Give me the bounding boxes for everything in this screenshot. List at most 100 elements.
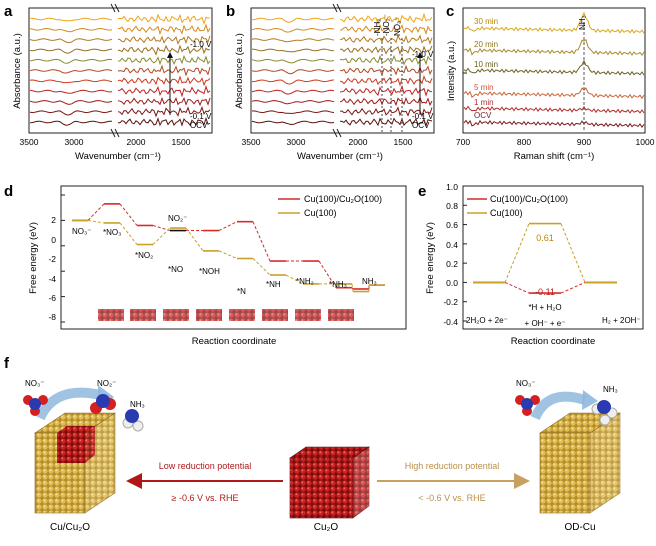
d-connector-1-3 bbox=[185, 227, 204, 252]
a-tick-3000: 3000 bbox=[65, 137, 84, 147]
b-tick-3000: 3000 bbox=[287, 137, 306, 147]
d-connector-1-1 bbox=[119, 222, 138, 245]
od-cu-cube bbox=[539, 412, 621, 514]
d-lbl-no3: NO₃⁻ bbox=[72, 227, 91, 236]
spectraB-trace bbox=[251, 23, 433, 35]
e-ytick-m0.4: -0.4 bbox=[443, 317, 458, 327]
f-no3-left: NO₃⁻ bbox=[25, 379, 44, 388]
raman-trace bbox=[463, 105, 645, 114]
f-nh3-left: NH₃ bbox=[130, 400, 145, 409]
c-trace-ocv: OCV bbox=[474, 111, 492, 120]
e-connector-0-0 bbox=[504, 281, 530, 294]
e-lbl-mid2: + OH⁻ + e⁻ bbox=[525, 319, 566, 328]
e-connector-1-0 bbox=[504, 223, 530, 283]
d-connector-1-2 bbox=[152, 227, 171, 245]
c-trace-20min: 20 min bbox=[474, 40, 498, 49]
spectraA-trace bbox=[29, 35, 211, 45]
spectraB-trace bbox=[251, 75, 433, 87]
f-left-curve-arrow bbox=[35, 387, 102, 421]
e-ytick-1.0: 1.0 bbox=[446, 182, 458, 192]
b-peak-no2: -NO₂⁻ bbox=[382, 14, 391, 36]
nh3-molecule-right bbox=[591, 400, 618, 426]
panel-a-plot bbox=[28, 3, 213, 138]
spectraB-trace bbox=[251, 84, 433, 97]
e-ytick-0.0: 0.0 bbox=[446, 278, 458, 288]
d-model-7 bbox=[295, 309, 321, 321]
raman-trace bbox=[463, 119, 645, 128]
c-trace-5min: 5 min bbox=[474, 83, 494, 92]
d-ytick-2: 2 bbox=[51, 215, 56, 225]
f-no3-right: NO₃⁻ bbox=[516, 379, 535, 388]
raman-trace bbox=[463, 87, 645, 100]
d-model-5 bbox=[229, 309, 255, 321]
f-right-curve-arrowhead bbox=[582, 390, 598, 410]
d-model-2 bbox=[130, 309, 156, 321]
panel-a-letter: a bbox=[4, 3, 13, 20]
panel-d-letter: d bbox=[4, 183, 13, 200]
d-connector-0-4 bbox=[218, 221, 238, 232]
d-xlabel: Reaction coordinate bbox=[192, 336, 277, 347]
c-peak-nh3: NH₃ bbox=[578, 15, 587, 30]
d-ytick-m8: -8 bbox=[48, 312, 56, 322]
raman-trace bbox=[463, 59, 645, 76]
no2-molecule bbox=[90, 394, 116, 414]
b-tick-3500: 3500 bbox=[242, 137, 261, 147]
spectraA-trace bbox=[29, 105, 211, 118]
f-low-range: ≥ -0.6 V vs. RHE bbox=[172, 493, 239, 503]
panel-c-plot bbox=[462, 7, 646, 134]
b-peak-no3: NO₃⁻ bbox=[393, 17, 402, 36]
e-ytick-0.6: 0.6 bbox=[446, 220, 458, 230]
c-trace-10min: 10 min bbox=[474, 60, 498, 69]
f-center-name: Cu₂O bbox=[314, 522, 339, 533]
panel-d-plot bbox=[60, 185, 407, 330]
d-model-1 bbox=[98, 309, 124, 321]
e-connector-0-1 bbox=[560, 281, 586, 294]
spectraB-trace bbox=[251, 12, 433, 25]
b-ylabel: Absorbance (a.u.) bbox=[234, 33, 245, 109]
a-tick-3500: 3500 bbox=[20, 137, 39, 147]
e-legend-red: Cu(100)/Cu₂O(100) bbox=[490, 194, 568, 204]
nh3-molecule-left bbox=[122, 409, 144, 432]
spectraA-trace bbox=[29, 44, 211, 56]
spectraA-trace bbox=[29, 116, 211, 127]
d-lbl-no3s: *NO₃ bbox=[103, 228, 121, 237]
d-legend-gold: Cu(100) bbox=[304, 208, 337, 218]
d-connector-1-0 bbox=[87, 219, 105, 224]
spectraB-trace bbox=[251, 45, 433, 56]
d-connector-1-8 bbox=[351, 283, 354, 292]
e-ytick-0.4: 0.4 bbox=[446, 240, 458, 250]
c-trace-30min: 30 min bbox=[474, 17, 498, 26]
spectraA-trace bbox=[29, 85, 211, 98]
d-lbl-nhs: *NH bbox=[266, 280, 281, 289]
d-connector-1-5 bbox=[252, 258, 271, 276]
d-connector-0-7 bbox=[318, 260, 337, 288]
b-tick-2000: 2000 bbox=[349, 137, 368, 147]
no3-molecule-left bbox=[23, 395, 48, 416]
c-tick-700: 700 bbox=[456, 137, 470, 147]
c-ylabel: Intensity (a.u.) bbox=[446, 41, 457, 101]
spectraA-trace bbox=[29, 96, 211, 107]
d-model-6 bbox=[262, 309, 288, 321]
b-peak-nh2: -NH₂ bbox=[373, 19, 382, 36]
spectraA-trace bbox=[29, 64, 211, 77]
f-no2: NO₂⁻ bbox=[97, 379, 116, 388]
c-tick-900: 900 bbox=[577, 137, 591, 147]
d-lbl-nh2s: *NH₂ bbox=[296, 277, 314, 286]
d-ytick-m4: -4 bbox=[48, 274, 56, 284]
b-xlabel: Wavenumber (cm⁻¹) bbox=[297, 151, 383, 162]
a-tick-1500: 1500 bbox=[172, 137, 191, 147]
e-connector-1-1 bbox=[560, 223, 586, 283]
f-high-pot: High reduction potential bbox=[405, 461, 500, 471]
spectraA-trace bbox=[29, 54, 211, 66]
d-ytick-m2: -2 bbox=[48, 254, 56, 264]
panel-c-letter: c bbox=[446, 3, 454, 20]
f-nh3-right: NH₃ bbox=[603, 385, 618, 394]
d-model-4 bbox=[196, 309, 222, 321]
d-connector-0-5 bbox=[252, 221, 271, 262]
no3-molecule-right bbox=[515, 395, 540, 416]
panel-b-plot bbox=[250, 3, 435, 138]
raman-trace bbox=[463, 11, 645, 34]
d-connector-0-2 bbox=[152, 225, 171, 232]
e-legend-gold: Cu(100) bbox=[490, 208, 523, 218]
